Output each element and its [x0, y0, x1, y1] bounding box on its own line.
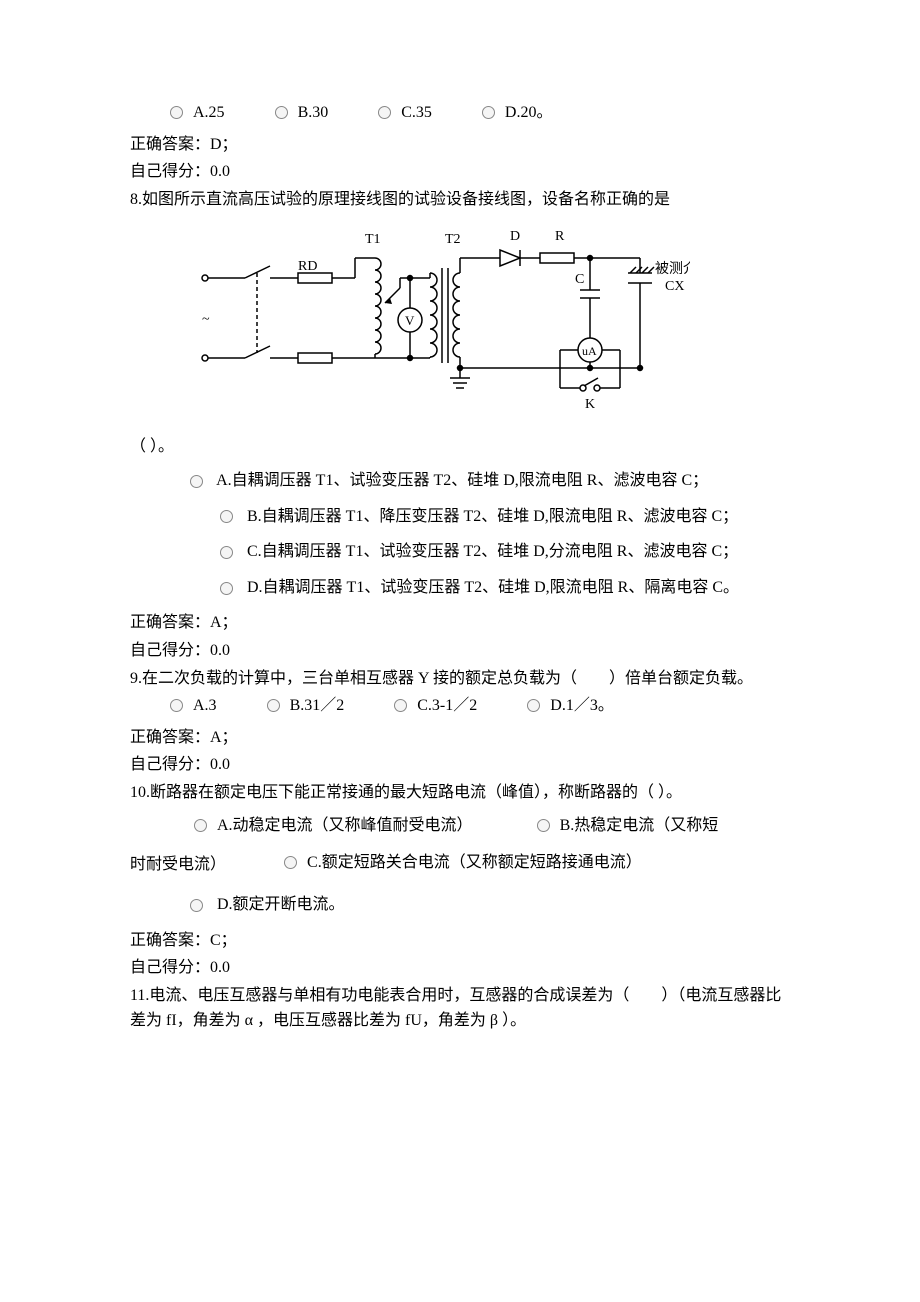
t2-label: T2 — [445, 232, 461, 247]
radio-icon — [220, 582, 233, 595]
radio-icon — [537, 819, 550, 832]
q10-option-b-label-post: 时耐受电流） — [130, 856, 226, 873]
q8-option-c[interactable]: C.自耦调压器 T1、试验变压器 T2、硅堆 D,分流电阻 R、滤波电容 C； — [220, 539, 790, 565]
radio-icon — [394, 699, 407, 712]
cx-label-2: CX — [665, 279, 684, 294]
rd-label: RD — [298, 259, 317, 274]
radio-icon — [275, 106, 288, 119]
q8-option-a-label: A.自耦调压器 T1、试验变压器 T2、硅堆 D,限流电阻 R、滤波电容 C； — [216, 472, 708, 489]
q8-option-d[interactable]: D.自耦调压器 T1、试验变压器 T2、硅堆 D,限流电阻 R、隔离电容 C。 — [220, 575, 790, 601]
q9-option-b[interactable]: B.31／2 — [267, 693, 345, 719]
q9-option-c[interactable]: C.3-1／2 — [394, 693, 477, 719]
radio-icon — [267, 699, 280, 712]
q7-option-c[interactable]: C.35 — [378, 100, 432, 126]
radio-icon — [284, 856, 297, 869]
q9-option-d-label: D.1／3。 — [550, 693, 614, 719]
q10-option-b-label-pre: B.热稳定电流（又称短 — [560, 808, 719, 843]
radio-icon — [527, 699, 540, 712]
q8-option-a[interactable]: A.自耦调压器 T1、试验变压器 T2、硅堆 D,限流电阻 R、滤波电容 C； — [190, 468, 790, 494]
q10-score: 自己得分：0.0 — [130, 955, 790, 981]
q8-answer: 正确答案：A； — [130, 610, 790, 636]
cx-label-1: 被测介质 — [655, 261, 690, 277]
q9-score: 自己得分：0.0 — [130, 752, 790, 778]
q10-answer: 正确答案：C； — [130, 928, 790, 954]
v-label: V — [405, 313, 415, 328]
q7-option-d[interactable]: D.20。 — [482, 100, 553, 126]
q7-option-b-label: B.30 — [298, 100, 329, 126]
q7-option-c-label: C.35 — [401, 100, 432, 126]
q7-score: 自己得分：0.0 — [130, 159, 790, 185]
q8-option-c-label: C.自耦调压器 T1、试验变压器 T2、硅堆 D,分流电阻 R、滤波电容 C； — [247, 543, 738, 560]
radio-icon — [190, 899, 203, 912]
q10-option-b[interactable]: B.热稳定电流（又称短 — [537, 808, 719, 843]
c-label: C — [575, 272, 584, 287]
q10-stem: 10.断路器在额定电压下能正常接通的最大短路电流（峰值），称断路器的（ ）。 — [130, 780, 790, 806]
radio-icon — [482, 106, 495, 119]
q8-tail: （ ）。 — [130, 434, 790, 460]
q10-option-a[interactable]: A.动稳定电流（又称峰值耐受电流） — [194, 808, 473, 843]
q9-option-d[interactable]: D.1／3。 — [527, 693, 614, 719]
radio-icon — [170, 699, 183, 712]
radio-icon — [170, 106, 183, 119]
q9-answer: 正确答案：A； — [130, 725, 790, 751]
q10-option-c-label: C.额定短路关合电流（又称额定短路接通电流） — [307, 845, 642, 880]
q11-stem: 11.电流、电压互感器与单相有功电能表合用时，互感器的合成误差为（ ）（电流互感… — [130, 983, 790, 1034]
q7-answer: 正确答案：D； — [130, 132, 790, 158]
q8-score: 自己得分：0.0 — [130, 638, 790, 664]
q8-option-d-label: D.自耦调压器 T1、试验变压器 T2、硅堆 D,限流电阻 R、隔离电容 C。 — [247, 579, 739, 596]
radio-icon — [190, 475, 203, 488]
q8-option-b-label: B.自耦调压器 T1、降压变压器 T2、硅堆 D,限流电阻 R、滤波电容 C； — [247, 508, 738, 525]
q7-option-a-label: A.25 — [193, 100, 225, 126]
q10-option-a-label: A.动稳定电流（又称峰值耐受电流） — [217, 808, 473, 843]
q9-options: A.3 B.31／2 C.3-1／2 D.1／3。 — [170, 693, 790, 723]
q8-circuit-diagram: ~ RD T1 — [190, 218, 690, 428]
r-label: R — [555, 229, 565, 244]
radio-icon — [220, 510, 233, 523]
tilde-label: ~ — [202, 312, 210, 327]
radio-icon — [194, 819, 207, 832]
ua-label: uA — [582, 344, 597, 358]
q9-option-a[interactable]: A.3 — [170, 693, 217, 719]
q7-option-a[interactable]: A.25 — [170, 100, 225, 126]
q10-options-flow: A.动稳定电流（又称峰值耐受电流） B.热稳定电流（又称短 时耐受电流） C.额… — [130, 808, 790, 883]
q8-option-b[interactable]: B.自耦调压器 T1、降压变压器 T2、硅堆 D,限流电阻 R、滤波电容 C； — [220, 504, 790, 530]
q9-option-b-label: B.31／2 — [290, 693, 345, 719]
d-label: D — [510, 229, 520, 244]
q10-option-c[interactable]: C.额定短路关合电流（又称额定短路接通电流） — [284, 845, 642, 880]
exam-page: A.25 B.30 C.35 D.20。 正确答案：D； 自己得分：0.0 8.… — [0, 0, 920, 1076]
t1-label: T1 — [365, 232, 381, 247]
q9-option-c-label: C.3-1／2 — [417, 693, 477, 719]
q9-stem: 9.在二次负载的计算中，三台单相互感器 Y 接的额定总负载为（ ）倍单台额定负载… — [130, 666, 790, 692]
q7-options: A.25 B.30 C.35 D.20。 — [170, 100, 790, 130]
radio-icon — [220, 546, 233, 559]
k-label: K — [585, 397, 595, 412]
q7-option-d-label: D.20。 — [505, 100, 553, 126]
q7-option-b[interactable]: B.30 — [275, 100, 329, 126]
q10-option-d[interactable]: D.额定开断电流。 — [190, 892, 790, 918]
radio-icon — [378, 106, 391, 119]
q8-stem: 8.如图所示直流高压试验的原理接线图的试验设备接线图，设备名称正确的是 — [130, 187, 790, 213]
q9-option-a-label: A.3 — [193, 693, 217, 719]
q10-option-d-label: D.额定开断电流。 — [217, 896, 345, 913]
